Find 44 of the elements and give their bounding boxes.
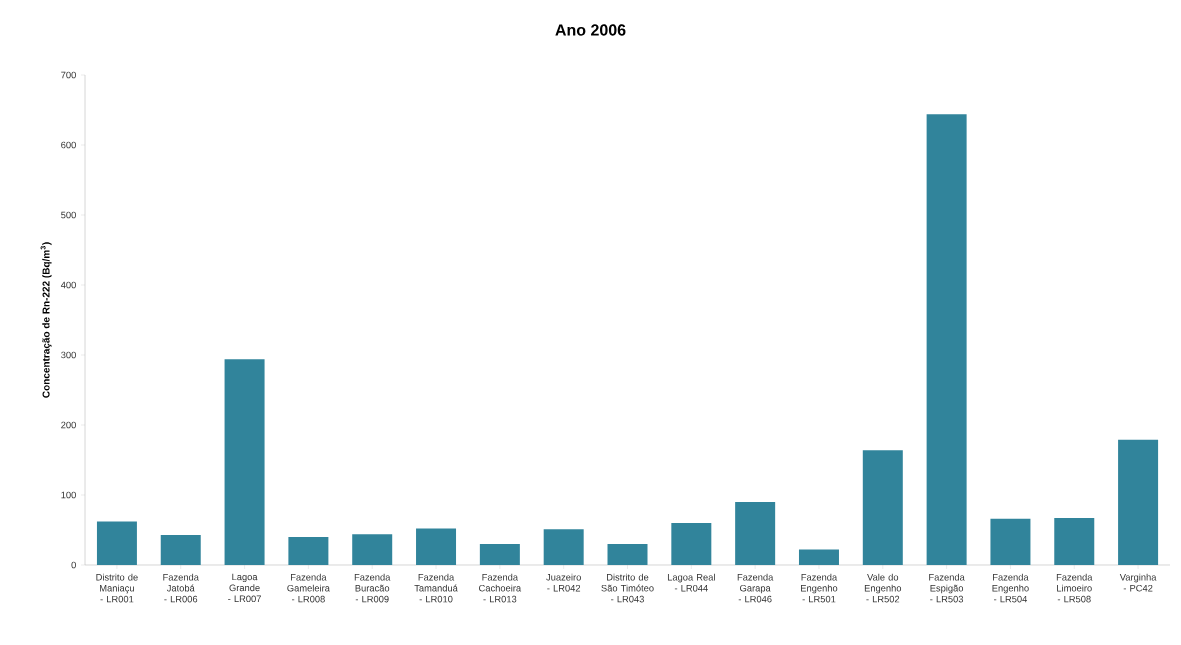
- chart-title: Ano 2006: [555, 24, 626, 36]
- x-tick-label: Fazenda Engenho - LR501: [801, 573, 838, 603]
- bar: [862, 450, 903, 565]
- bar: [96, 521, 137, 565]
- bar: [543, 529, 584, 565]
- x-tick-label: Fazenda Engenho - LR504: [992, 573, 1029, 603]
- y-tick-label: 300: [61, 351, 76, 359]
- x-tick-label: Fazenda Buracão - LR009: [354, 573, 391, 603]
- bar: [352, 534, 393, 565]
- bar: [416, 528, 457, 565]
- bar: [926, 114, 967, 565]
- x-tick-label: Fazenda Gameleira - LR008: [287, 573, 330, 603]
- x-tick-label: Distrito de São Timóteo - LR043: [601, 573, 654, 603]
- bar: [160, 534, 201, 565]
- bar: [1118, 439, 1159, 565]
- y-tick-label: 500: [61, 211, 76, 219]
- x-tick-label: Fazenda Tamanduá - LR010: [414, 573, 458, 603]
- bar: [224, 359, 265, 565]
- x-tick-label: Distrito de Maniaçu - LR001: [96, 573, 138, 603]
- x-tick-label: Lagoa Grande - LR007: [228, 573, 261, 603]
- bar: [479, 543, 520, 565]
- bar: [607, 543, 648, 565]
- x-tick-label: Lagoa Real - LR044: [667, 573, 715, 592]
- y-axis-title: Concentração de Rn-222 (Bq/m$^{3}$): [40, 242, 52, 398]
- bar: [1054, 518, 1095, 565]
- y-tick-label: 100: [61, 491, 76, 499]
- bar: [288, 536, 329, 565]
- y-tick-label: 400: [60, 281, 76, 289]
- y-tick-label: 0: [71, 561, 76, 569]
- x-tick-label: Fazenda Garapa - LR046: [737, 573, 774, 603]
- bar: [735, 501, 776, 565]
- x-tick-label: Varginha - PC42: [1119, 573, 1157, 592]
- x-tick-label: Juazeiro - LR042: [546, 573, 581, 592]
- x-tick-label: Fazenda Jatobá - LR006: [163, 573, 199, 603]
- y-tick-label: 700: [61, 71, 76, 79]
- x-tick-label: Fazenda Limoeiro - LR508: [1056, 573, 1093, 603]
- bar: [798, 549, 839, 565]
- x-tick-label: Fazenda Cachoeira - LR013: [479, 573, 522, 603]
- x-tick-label: Fazenda Espigão - LR503: [929, 573, 965, 603]
- bar: [990, 518, 1031, 565]
- x-tick-label: Vale do Engenho - LR502: [864, 573, 902, 603]
- bar: [671, 522, 712, 565]
- y-tick-label: 200: [61, 421, 76, 429]
- y-tick-label: 600: [61, 141, 76, 149]
